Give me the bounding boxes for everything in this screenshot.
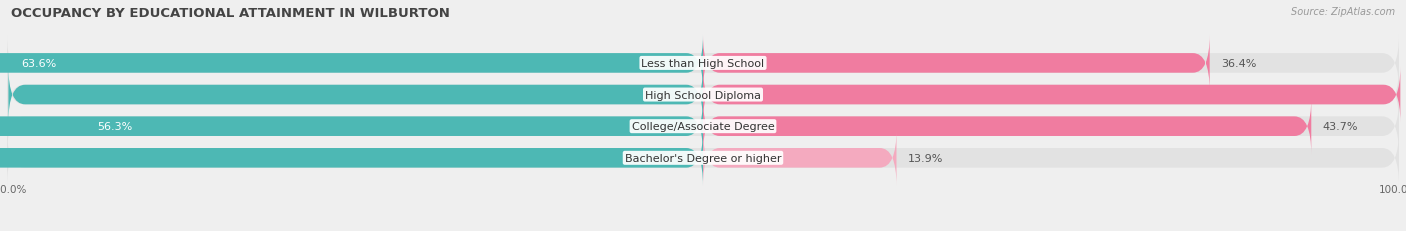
Text: 56.3%: 56.3% bbox=[97, 122, 134, 132]
Text: 36.4%: 36.4% bbox=[1220, 59, 1256, 69]
FancyBboxPatch shape bbox=[7, 99, 1399, 155]
FancyBboxPatch shape bbox=[8, 67, 703, 123]
FancyBboxPatch shape bbox=[0, 130, 703, 186]
FancyBboxPatch shape bbox=[0, 99, 703, 155]
Text: 63.6%: 63.6% bbox=[21, 59, 56, 69]
FancyBboxPatch shape bbox=[7, 130, 1399, 186]
Text: College/Associate Degree: College/Associate Degree bbox=[631, 122, 775, 132]
FancyBboxPatch shape bbox=[0, 36, 703, 92]
FancyBboxPatch shape bbox=[703, 130, 897, 186]
FancyBboxPatch shape bbox=[703, 67, 1400, 123]
Text: 49.9%: 49.9% bbox=[0, 90, 1, 100]
FancyBboxPatch shape bbox=[7, 67, 1399, 123]
FancyBboxPatch shape bbox=[703, 36, 1209, 92]
Text: High School Diploma: High School Diploma bbox=[645, 90, 761, 100]
FancyBboxPatch shape bbox=[703, 99, 1312, 155]
Text: Bachelor's Degree or higher: Bachelor's Degree or higher bbox=[624, 153, 782, 163]
Text: 13.9%: 13.9% bbox=[908, 153, 943, 163]
FancyBboxPatch shape bbox=[7, 36, 1399, 92]
Text: 43.7%: 43.7% bbox=[1323, 122, 1358, 132]
Text: Source: ZipAtlas.com: Source: ZipAtlas.com bbox=[1291, 7, 1395, 17]
Text: OCCUPANCY BY EDUCATIONAL ATTAINMENT IN WILBURTON: OCCUPANCY BY EDUCATIONAL ATTAINMENT IN W… bbox=[11, 7, 450, 20]
Text: Less than High School: Less than High School bbox=[641, 59, 765, 69]
